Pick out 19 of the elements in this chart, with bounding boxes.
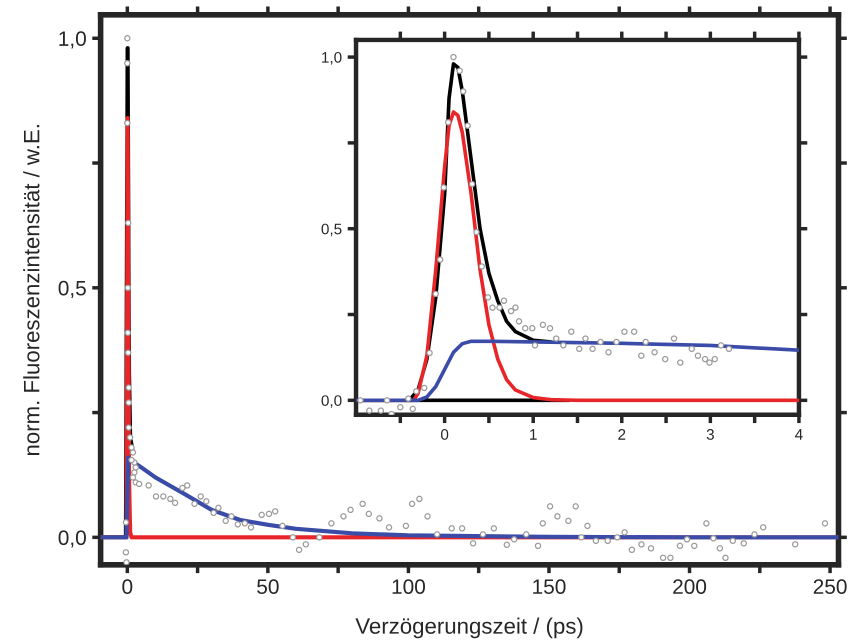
x-tick-label: 2 <box>618 429 626 440</box>
y-tick-label: 0,5 <box>322 224 342 236</box>
y-tick-label: 1,0 <box>322 52 342 65</box>
y-tick-label: 1,0 <box>59 31 86 48</box>
y-axis-title: norm. Fluoreszenzintensität / w.E. <box>23 125 40 456</box>
x-tick-label: 0 <box>440 429 448 440</box>
x-tick-label: 50 <box>257 579 279 594</box>
x-tick-label: 3 <box>706 429 714 440</box>
y-tick-label: 0,5 <box>58 280 86 298</box>
x-tick-label: 4 <box>795 429 803 440</box>
x-axis-title: Verzögerungszeit / (ps) <box>355 618 582 638</box>
y-tick-label: 0,0 <box>322 395 342 408</box>
y-tick-label: 0,0 <box>58 530 86 548</box>
x-tick-label: 250 <box>814 579 847 594</box>
x-tick-label: 100 <box>392 579 425 594</box>
x-tick-label: 0 <box>122 579 132 594</box>
x-tick-label: 1 <box>530 429 537 440</box>
x-tick-label: 200 <box>673 579 706 594</box>
x-tick-label: 150 <box>533 579 566 594</box>
